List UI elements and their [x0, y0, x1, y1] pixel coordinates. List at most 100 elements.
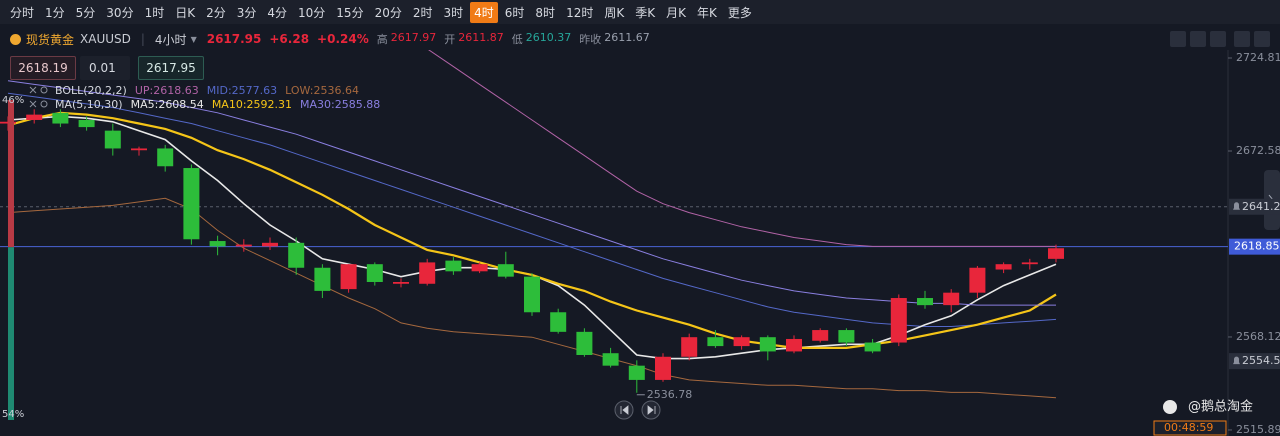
indicator-row: BOLL(20,2,2) UP:2618.63 MID:2577.63 LOW:253… — [10, 84, 367, 97]
candle-body — [524, 276, 540, 313]
indicator-line — [7, 197, 1057, 399]
timeframe-button[interactable]: 3分 — [236, 5, 257, 20]
sentiment-label: 46% — [2, 95, 24, 106]
watermark-icon — [1163, 400, 1177, 414]
candle-body — [969, 267, 986, 293]
price-tag-label: 2618.85 — [1234, 240, 1280, 253]
separator: | — [140, 32, 145, 46]
timeframe-button[interactable]: 20分 — [374, 5, 402, 20]
stat-label: 开 — [444, 33, 456, 46]
candle-body — [52, 112, 69, 124]
candle-body — [681, 337, 698, 357]
header-tools[interactable] — [1170, 31, 1270, 47]
timeframe-toolbar: 分时 1分 5分 30分 1时 日K 2分 3分 4分 10分 15分 20分 2时 3时 4时 6时 8时 12… — [0, 0, 1280, 24]
buy-price[interactable]: 2617.95 — [138, 56, 204, 80]
timeframe-button[interactable]: 3时 — [443, 5, 464, 20]
timeframe-button[interactable]: 年K — [696, 5, 717, 20]
timeframe-button[interactable]: 2分 — [206, 5, 226, 20]
last-price: 2617.95 — [206, 32, 262, 46]
candle-body — [445, 260, 462, 272]
candle-body — [262, 242, 278, 247]
price-change-pct: +0.24% — [317, 32, 369, 46]
quantity[interactable]: 0.01 — [80, 56, 130, 80]
timeframe-button[interactable]: 4分 — [267, 5, 288, 20]
candle-body — [26, 114, 43, 120]
indicator-line — [7, 92, 1057, 327]
timeframe-button[interactable]: 周K — [604, 5, 625, 20]
legend-entry: MID:2577.63 — [206, 84, 278, 97]
timeframe-button[interactable]: 分时 — [10, 5, 35, 20]
candle-body — [812, 330, 829, 341]
legend-entry: LOW:2536.64 — [285, 84, 359, 97]
timeframe-button[interactable]: 30分 — [106, 5, 134, 20]
y-tick-label: 2724.81 — [1236, 51, 1280, 64]
plot-area — [0, 50, 1228, 399]
timeframe-button[interactable]: 日K — [175, 5, 196, 20]
candle-body — [655, 356, 671, 380]
sell-price[interactable]: 2618.19 — [10, 56, 76, 80]
candle-body — [890, 298, 907, 343]
indicator-line — [428, 50, 1056, 247]
candle-body — [366, 264, 383, 282]
candle-body — [419, 262, 436, 284]
candle-body — [340, 264, 357, 290]
candle-body — [209, 241, 226, 247]
timeframe-button[interactable]: 4时 — [470, 1, 498, 23]
y-tick-label: 2515.89 — [1236, 423, 1280, 436]
bell-icon — [1233, 202, 1240, 210]
candle-body — [786, 338, 802, 352]
symbol-name: 现货黄金 — [26, 32, 75, 47]
legend-entry: MA10:2592.31 — [211, 98, 293, 111]
replay-buttons[interactable] — [614, 400, 661, 420]
price-tag — [1229, 353, 1280, 370]
candle-body — [628, 365, 645, 380]
candle-body — [314, 267, 331, 291]
candle-body — [393, 281, 409, 284]
stat-label: 低 — [511, 33, 523, 46]
indicator-line — [7, 80, 1056, 306]
timeframe-button[interactable]: 月K — [666, 5, 686, 20]
timeframe-button[interactable]: 15分 — [336, 5, 364, 20]
timeframe-button[interactable]: 8时 — [535, 5, 556, 20]
countdown: 00:48:59 — [1164, 421, 1213, 434]
price-tag — [1229, 198, 1280, 215]
low-label: 2536.78 — [647, 388, 693, 401]
candle-body — [995, 264, 1012, 270]
candle-body — [838, 330, 855, 343]
price-tag-label: 2554.56 — [1242, 354, 1280, 367]
timeframe-button[interactable]: 2时 — [412, 5, 433, 20]
stat-value: 2611.87 — [458, 31, 504, 44]
candle-body — [864, 342, 881, 352]
timeframe-button[interactable]: 12时 — [566, 5, 594, 20]
candle-body — [157, 148, 174, 167]
sentiment-bar — [8, 247, 14, 420]
y-tick-label: 2568.12 — [1236, 330, 1280, 343]
timeframe-button[interactable]: 1分 — [45, 5, 65, 20]
indicator-name: BOLL(20,2,2) — [55, 84, 127, 97]
candle-body — [1021, 262, 1038, 265]
period-select[interactable]: 4小时 — [154, 32, 187, 47]
timeframe-button[interactable]: 5分 — [75, 5, 96, 20]
dropdown-caret: ▼ — [190, 34, 197, 44]
symbol-icon — [10, 33, 21, 45]
stat-value: 2617.97 — [390, 31, 437, 44]
timeframe-button[interactable]: 季K — [635, 5, 656, 20]
candle-body — [759, 337, 776, 352]
candle-body — [550, 312, 567, 332]
sentiment-label: 54% — [2, 409, 24, 420]
timeframe-button[interactable]: 1时 — [144, 5, 165, 20]
stat-label: 高 — [376, 33, 388, 46]
timeframe-button[interactable]: 10分 — [298, 5, 326, 20]
price-tag — [1229, 238, 1280, 255]
indicator-icons[interactable] — [29, 86, 48, 108]
timeframe-button[interactable]: 6时 — [504, 5, 525, 20]
symbol-header: 现货黄金 XAUUSD | 4小时 ▼ 2617.95 +6.28 +0.24%… — [0, 28, 1160, 50]
candle-body — [917, 298, 933, 306]
timeframe-button[interactable]: 更多 — [727, 5, 752, 20]
candle-body — [707, 337, 724, 347]
legend-entry: MA5:2608.54 — [130, 98, 204, 111]
candle-body — [576, 331, 593, 355]
indicator-name: MA(5,10,30) — [55, 98, 123, 111]
